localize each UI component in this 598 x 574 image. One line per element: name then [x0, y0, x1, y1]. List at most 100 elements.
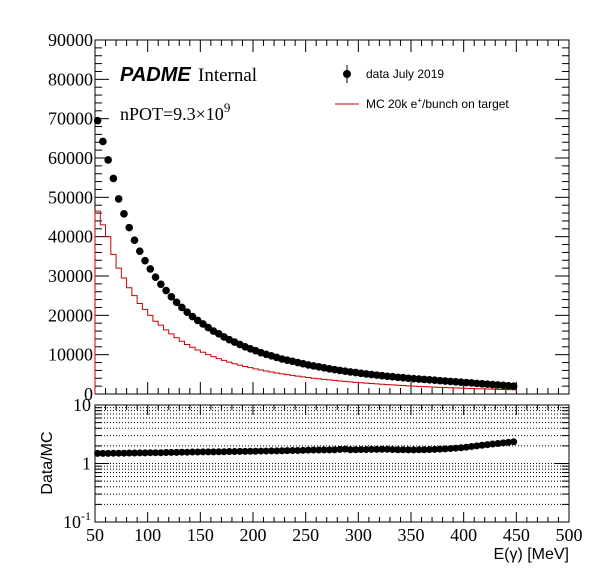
ratio-point: [173, 448, 181, 456]
x-tick-label: 350: [398, 525, 425, 545]
ratio-point: [104, 449, 112, 457]
ratio-point: [420, 446, 428, 454]
y-tick-label: 20000: [48, 305, 93, 325]
x-tick-label: 150: [187, 525, 214, 545]
ratio-point: [325, 446, 333, 454]
x-tick-label: 50: [86, 525, 104, 545]
y-tick-label: 50000: [48, 187, 93, 207]
npot-label: nPOT=9.3×109: [120, 100, 230, 124]
data-point: [109, 174, 118, 183]
x-tick-label: 200: [240, 525, 267, 545]
ratio-point: [510, 438, 518, 446]
ratio-point: [415, 446, 423, 454]
y-tick-label: 80000: [48, 69, 93, 89]
data-point: [104, 156, 112, 164]
ratio-point: [115, 449, 123, 457]
ratio-point: [431, 445, 439, 453]
data-point: [151, 273, 160, 281]
ratio-y-tick-base: 1: [82, 454, 91, 474]
ratio-point: [241, 447, 249, 455]
data-point: [178, 303, 186, 312]
y-tick-label: 40000: [48, 227, 93, 247]
y-tick-label: 30000: [48, 266, 93, 286]
ratio-point: [310, 446, 318, 454]
legend-data-label: data July 2019: [366, 67, 444, 81]
xlabel: E(γ) [MeV]: [493, 546, 569, 563]
data-point: [172, 298, 181, 307]
ratio-point: [257, 447, 265, 455]
ratio-y-tick-base: 10: [73, 395, 91, 415]
ratio-point: [146, 449, 154, 457]
data-point: [130, 236, 139, 245]
ratio-point: [352, 446, 360, 454]
ratio-point: [99, 449, 107, 457]
data-point: [509, 382, 518, 390]
ratio-point: [404, 446, 412, 454]
ratio-point: [425, 446, 433, 454]
ratio-point: [188, 448, 196, 456]
ratio-point: [109, 449, 117, 457]
y-tick-label: 10000: [48, 345, 93, 365]
legend-data-marker: [343, 70, 351, 78]
ratio-point: [436, 445, 444, 453]
ratio-point: [125, 449, 133, 457]
ratio-point: [441, 445, 449, 453]
data-point: [135, 247, 144, 256]
ratio-point: [320, 446, 328, 454]
ratio-point: [499, 439, 507, 447]
ratio-point: [273, 447, 281, 455]
ratio-point: [473, 442, 481, 450]
data-point: [162, 286, 170, 295]
ratio-point: [204, 448, 212, 456]
legend-mc-label-b: /bunch on target: [422, 97, 509, 111]
ratio-point: [346, 446, 354, 454]
ratio-point: [252, 447, 260, 455]
data-point: [183, 308, 191, 316]
ratio-point: [357, 446, 365, 454]
ratio-point: [120, 449, 128, 457]
x-tick-label: 500: [556, 525, 583, 545]
ratio-points: [94, 438, 518, 457]
ratio-point: [141, 449, 149, 457]
data-point: [93, 116, 102, 125]
data-point: [141, 256, 149, 265]
data-point: [146, 265, 155, 273]
ratio-point: [162, 449, 170, 457]
ratio-point: [341, 445, 349, 453]
ratio-point: [262, 447, 270, 455]
data-point: [167, 293, 176, 301]
ratio-point: [152, 449, 160, 457]
experiment-label: PADME: [120, 64, 191, 86]
ratio-point: [167, 448, 175, 456]
ratio-point: [131, 449, 138, 457]
ratio-point: [299, 446, 307, 454]
ratio-y-tick-label: 10-1: [63, 509, 91, 532]
npot-prefix: nPOT=9.3×10: [120, 104, 224, 124]
x-tick-label: 400: [450, 525, 477, 545]
legend-mc-label: MC 20k e+/bunch on target: [366, 96, 509, 111]
ratio-point: [220, 448, 228, 456]
ratio-point: [362, 446, 370, 454]
ratio-point: [236, 447, 244, 455]
data-point: [120, 210, 128, 218]
y-tick-label: 60000: [48, 148, 93, 168]
ratio-point: [199, 448, 207, 456]
ratio-point: [304, 446, 312, 454]
data-point: [157, 280, 165, 289]
ratio-point: [278, 447, 286, 455]
ratio-point: [246, 447, 254, 455]
ratio-point: [215, 448, 223, 456]
ratio-point: [399, 446, 407, 454]
legend: data July 2019 MC 20k e+/bunch on target: [335, 65, 509, 111]
ratio-point: [267, 447, 275, 455]
data-points: [93, 116, 518, 390]
ratio-point: [183, 448, 191, 456]
ratio-ylabel: Data/MC: [39, 431, 56, 494]
data-point: [125, 223, 134, 232]
data-point: [114, 195, 123, 203]
ratio-point: [283, 447, 291, 455]
ratio-point: [389, 446, 397, 454]
ratio-point: [315, 446, 323, 454]
